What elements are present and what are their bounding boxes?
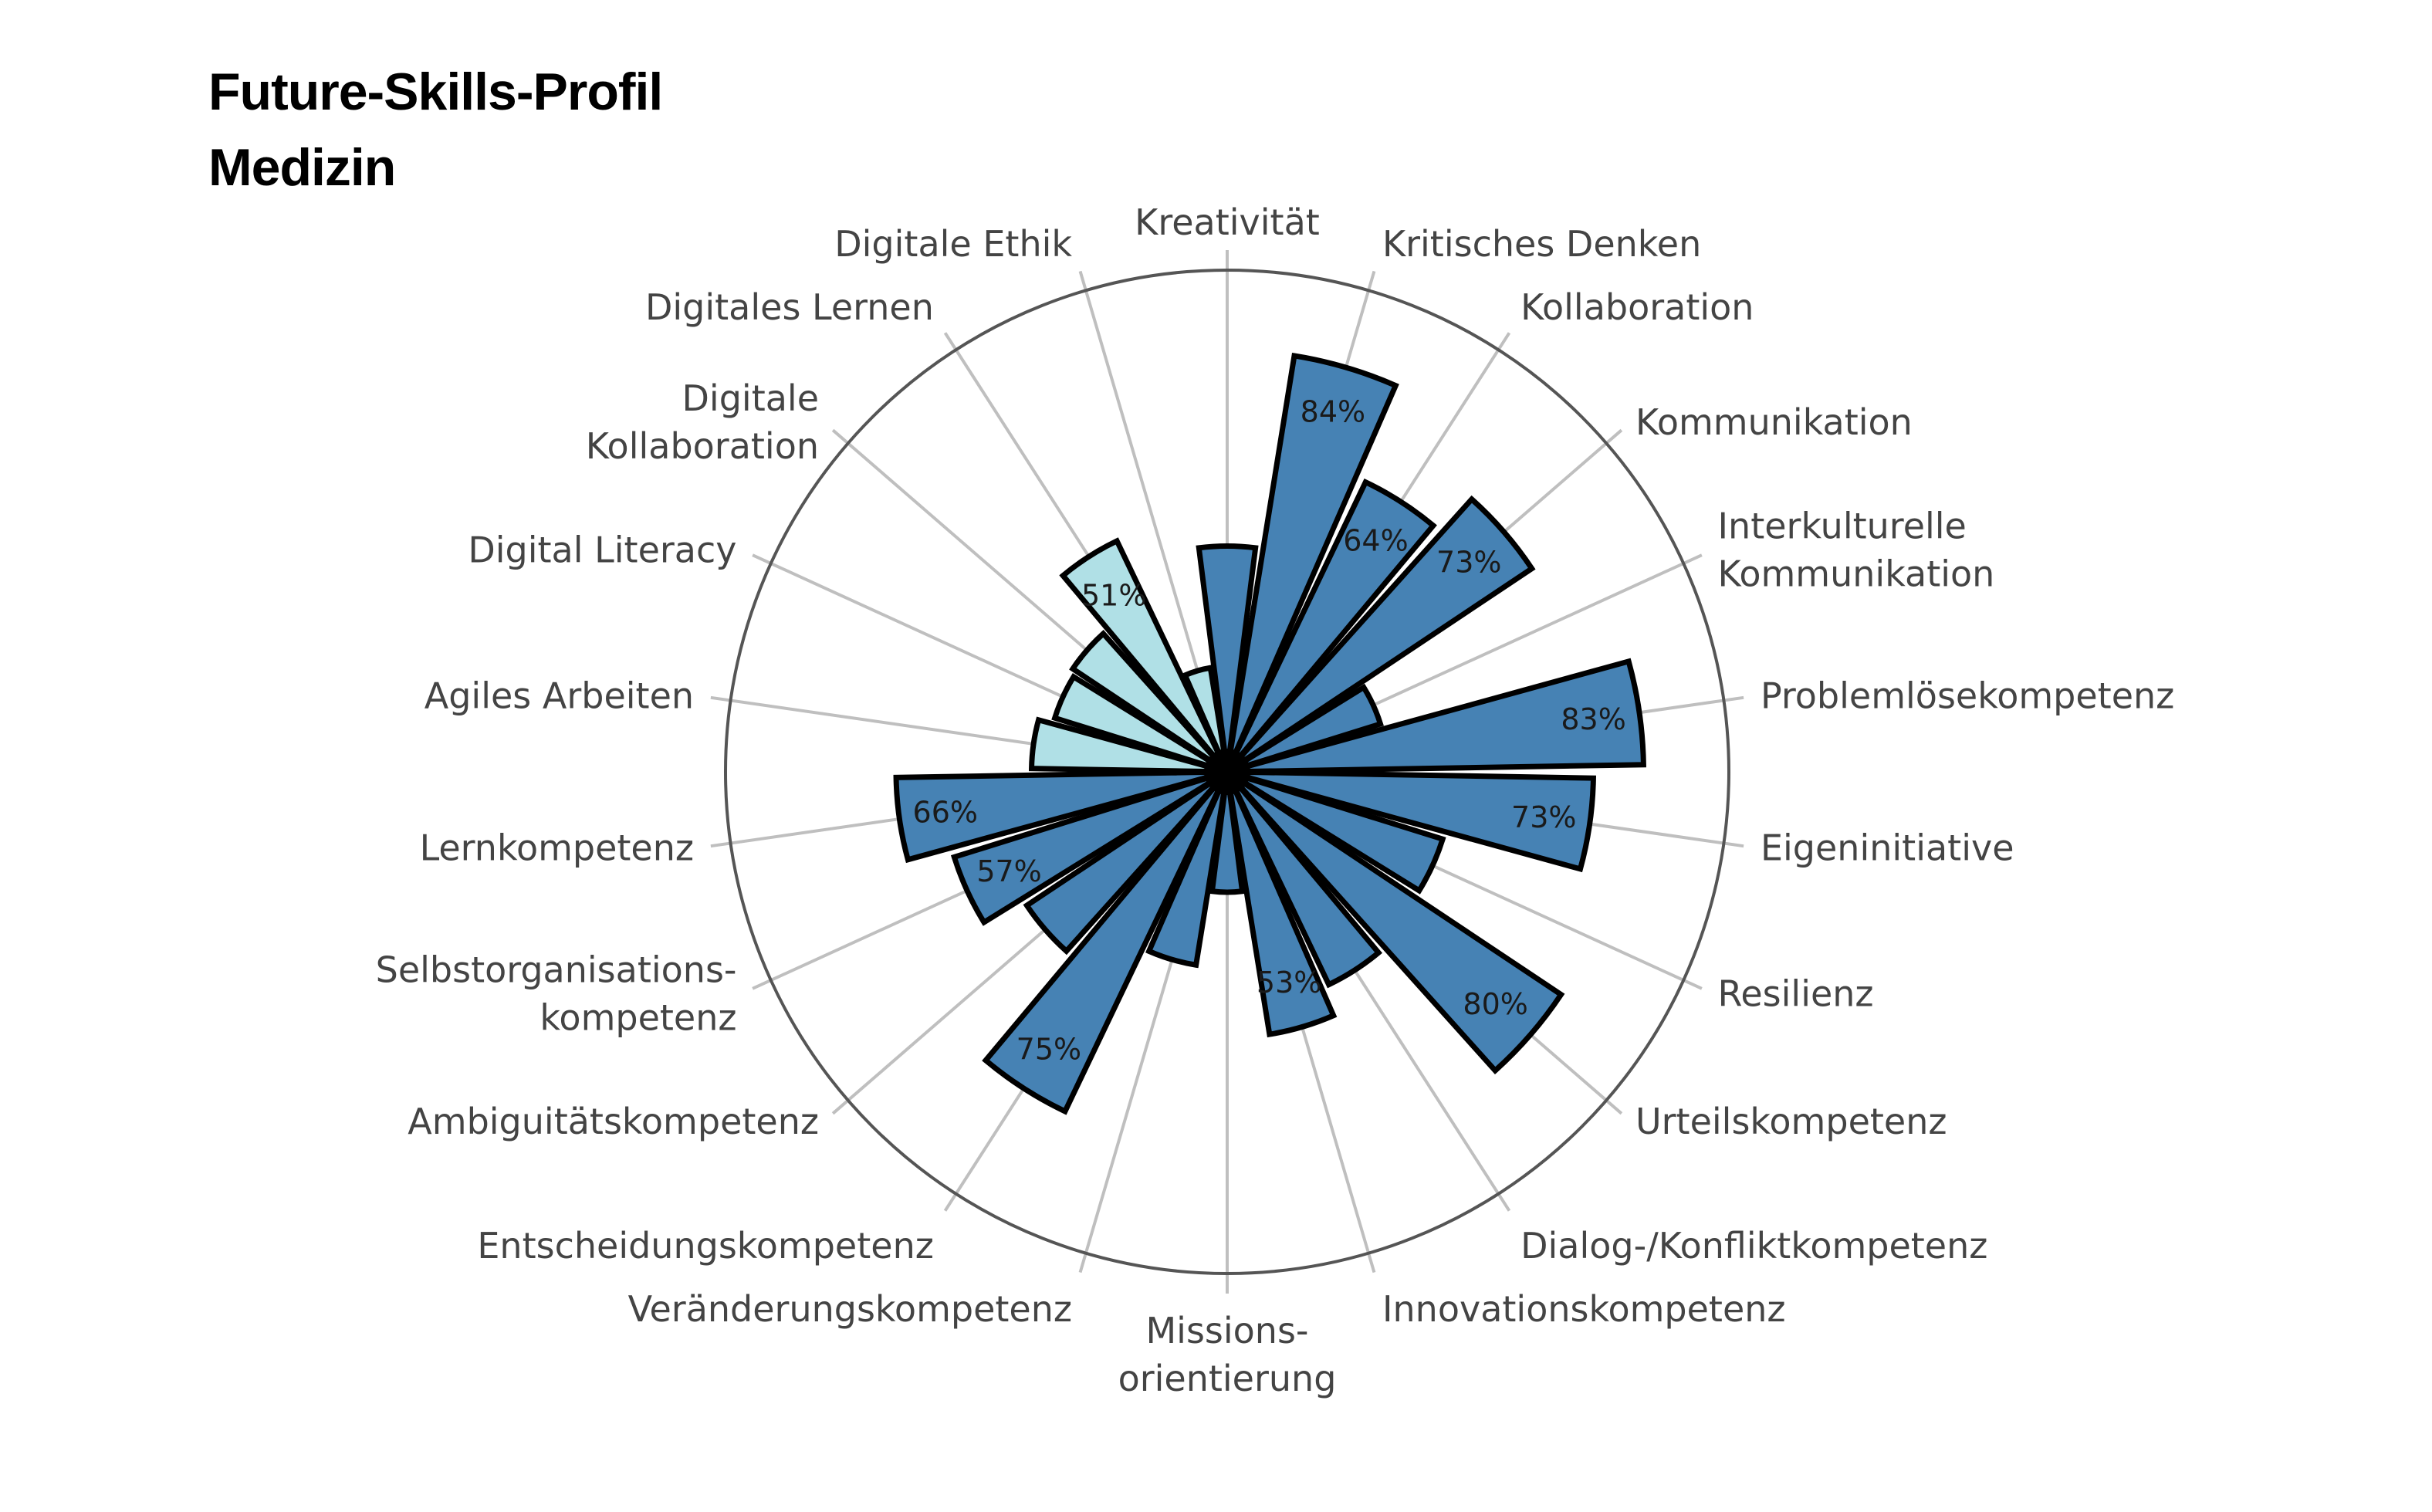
axis-label-line: Selbstorganisations-: [376, 949, 737, 990]
axis-label-line: Innovationskompetenz: [1382, 1288, 1786, 1330]
bar-veraenderungskompetenz[interactable]: [1145, 770, 1230, 969]
bar-kritisches-denken[interactable]: [1224, 352, 1399, 773]
data-label-digitales-lernen: 51%: [1081, 579, 1146, 613]
axis-label-line: Eigeninitiative: [1761, 827, 2014, 868]
data-label-problemloesekompetenz: 83%: [1561, 702, 1625, 736]
axis-label-urteilskompetenz: Urteilskompetenz: [1635, 1101, 1947, 1142]
axis-label-problemloesekompetenz: Problemlösekompetenz: [1761, 675, 2174, 717]
data-label-lernkompetenz: 66%: [913, 796, 978, 830]
bar-lernkompetenz[interactable]: [893, 769, 1228, 864]
axis-label-line: Missions-: [1145, 1310, 1308, 1351]
axis-label-line: Resilienz: [1717, 972, 1873, 1014]
axis-label-line: orientierung: [1118, 1358, 1337, 1399]
bar-eigeninitiative[interactable]: [1226, 769, 1596, 873]
axis-label-line: Dialog-/Konfliktkompetenz: [1520, 1225, 1987, 1267]
data-label-kommunikation: 73%: [1436, 546, 1501, 580]
bar-urteilskompetenz[interactable]: [1225, 770, 1565, 1075]
axis-label-line: Urteilskompetenz: [1635, 1101, 1947, 1142]
axis-label-line: Lernkompetenz: [420, 827, 694, 868]
axis-label-digitale-kollaboration: Digitale Kollaboration: [586, 377, 819, 467]
axis-label-digitale-ethik: Digitale Ethik: [834, 223, 1072, 265]
axis-label-kritisches-denken: Kritisches Denken: [1382, 223, 1701, 265]
bar-dialog-konfliktkompetenz[interactable]: [1224, 770, 1383, 989]
axis-label-interkulturelle-kommunikation: Interkulturelle Kommunikation: [1717, 506, 1994, 595]
chart-title-line-1: Future-Skills-Profil: [208, 63, 663, 121]
axis-label-resilienz: Resilienz: [1717, 972, 1873, 1014]
chart-title-line-2: Medizin: [208, 138, 396, 197]
axis-label-selbstorganisationskompetenz: Selbstorganisations-kompetenz: [376, 949, 737, 1038]
data-label-kollaboration: 64%: [1343, 524, 1408, 558]
chart-title: Future-Skills-Profil Medizin: [208, 54, 663, 205]
axis-label-digital-literacy: Digital Literacy: [468, 529, 736, 571]
axis-label-line: Agiles Arbeiten: [425, 675, 694, 717]
axis-label-missionsorientierung: Missions-orientierung: [1118, 1310, 1337, 1399]
bar-innovationskompetenz[interactable]: [1224, 770, 1338, 1038]
chart-center-hub: [1204, 749, 1250, 795]
data-label-selbstorganisationskompetenz: 57%: [976, 854, 1041, 888]
bar-interkulturelle-kommunikation[interactable]: [1226, 683, 1384, 775]
axis-label-line: Digitale: [682, 377, 820, 419]
bar-ambiguitaetskompetenz[interactable]: [1023, 770, 1230, 956]
data-label-urteilskompetenz: 80%: [1463, 987, 1527, 1021]
axis-label-line: Kommunikation: [1717, 553, 1994, 595]
bar-kommunikation[interactable]: [1225, 495, 1536, 774]
bar-selbstorganisationskompetenz[interactable]: [950, 769, 1229, 926]
bar-entscheidungskompetenz[interactable]: [982, 770, 1230, 1115]
data-label-innovationskompetenz: 53%: [1257, 966, 1321, 1000]
axis-label-line: Kreativität: [1135, 201, 1320, 243]
axis-label-innovationskompetenz: Innovationskompetenz: [1382, 1288, 1786, 1330]
axis-label-line: Kollaboration: [586, 425, 819, 467]
chart-bars: [893, 352, 1646, 1115]
axis-label-line: kompetenz: [540, 996, 736, 1038]
axis-label-line: Problemlösekompetenz: [1761, 675, 2174, 717]
axis-label-kommunikation: Kommunikation: [1635, 401, 1913, 443]
axis-label-line: Entscheidungskompetenz: [477, 1225, 934, 1267]
axis-label-line: Veränderungskompetenz: [628, 1288, 1072, 1330]
chart-outer-ring: [724, 269, 1730, 1275]
bar-digital-literacy[interactable]: [1051, 673, 1229, 775]
bar-resilienz[interactable]: [1226, 769, 1446, 895]
bar-digitale-kollaboration[interactable]: [1069, 630, 1230, 774]
axis-label-kollaboration: Kollaboration: [1520, 286, 1754, 328]
axis-label-eigeninitiative: Eigeninitiative: [1761, 827, 2014, 868]
data-label-kritisches-denken: 84%: [1301, 395, 1365, 429]
axis-label-veraenderungskompetenz: Veränderungskompetenz: [628, 1288, 1072, 1330]
axis-label-dialog-konfliktkompetenz: Dialog-/Konfliktkompetenz: [1520, 1225, 1987, 1267]
axis-label-lernkompetenz: Lernkompetenz: [420, 827, 694, 868]
data-label-entscheidungskompetenz: 75%: [1016, 1033, 1081, 1067]
bar-kreativitaet[interactable]: [1196, 543, 1259, 773]
axis-label-line: Interkulturelle: [1717, 506, 1966, 547]
axis-label-line: Ambiguitätskompetenz: [408, 1101, 819, 1142]
axis-label-line: Digitale Ethik: [834, 223, 1072, 265]
data-label-eigeninitiative: 73%: [1511, 800, 1576, 834]
axis-label-line: Digital Literacy: [468, 529, 736, 571]
axis-label-line: Kommunikation: [1635, 401, 1913, 443]
bar-problemloesekompetenz[interactable]: [1226, 658, 1646, 775]
bar-kollaboration[interactable]: [1224, 478, 1437, 774]
axis-label-entscheidungskompetenz: Entscheidungskompetenz: [477, 1225, 934, 1267]
axis-label-agiles-arbeiten: Agiles Arbeiten: [425, 675, 694, 717]
axis-label-line: Digitales Lernen: [645, 286, 934, 328]
axis-label-line: Kollaboration: [1520, 286, 1754, 328]
bar-digitales-lernen[interactable]: [1059, 537, 1230, 774]
axis-label-kreativitaet: Kreativität: [1135, 201, 1320, 243]
axis-label-digitales-lernen: Digitales Lernen: [645, 286, 934, 328]
axis-label-ambiguitaetskompetenz: Ambiguitätskompetenz: [408, 1101, 819, 1142]
axis-label-line: Kritisches Denken: [1382, 223, 1701, 265]
chart-data-labels: 84% 64% 73% 83% 73% 80% 53% 75% 57% 66% 51%: [913, 395, 1626, 1067]
chart-axis-labels: Kreativität Kritisches Denken Kollaboratio…: [376, 201, 2175, 1399]
bar-missionsorientierung[interactable]: [1209, 771, 1246, 895]
bar-digitale-ethik[interactable]: [1181, 665, 1230, 773]
